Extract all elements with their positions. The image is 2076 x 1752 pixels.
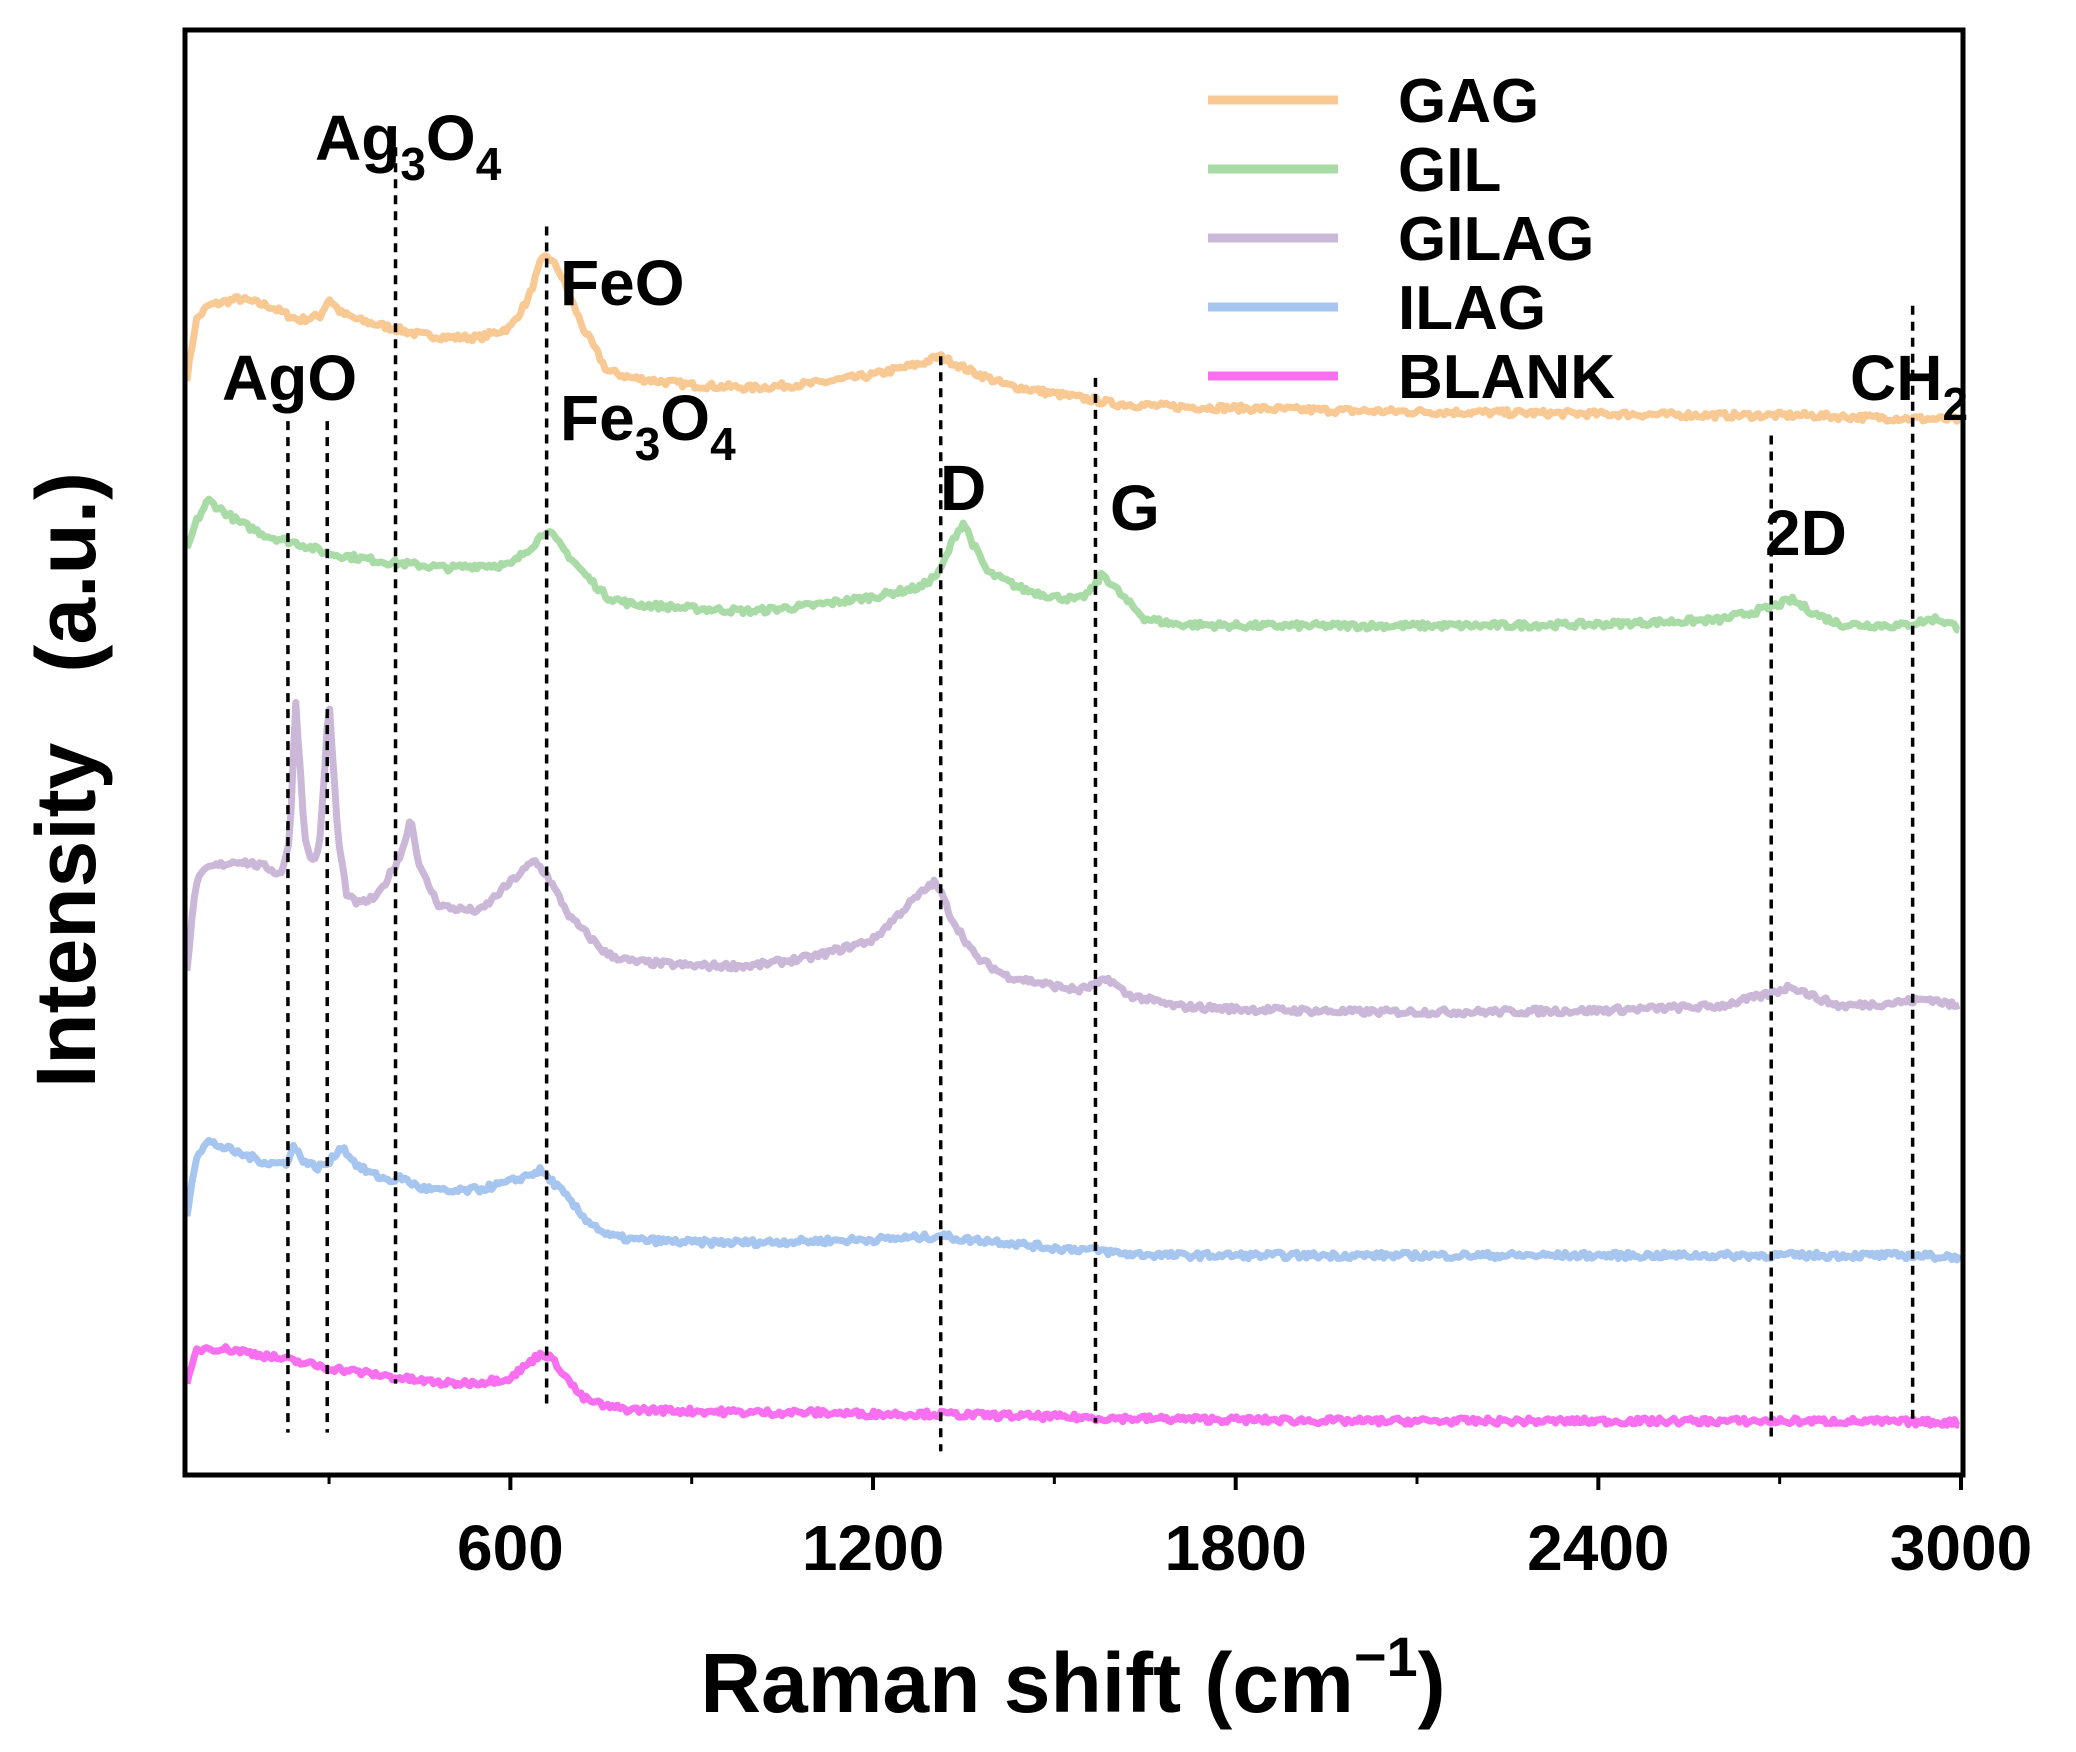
annotation-2d-label: 2D xyxy=(1765,497,1847,569)
legend-label-gil: GIL xyxy=(1398,136,1501,205)
plot-frame xyxy=(182,27,1966,1478)
legend-label-blank: BLANK xyxy=(1398,343,1615,412)
x-axis-title: Raman shift (cm−1) xyxy=(700,1625,1445,1730)
x-tick-label: 600 xyxy=(457,1512,564,1584)
x-tick-label: 1800 xyxy=(1164,1512,1306,1584)
x-tick-label: 2400 xyxy=(1527,1512,1669,1584)
annotation-d-label: D xyxy=(940,452,986,524)
annotation-ago-label: AgO xyxy=(222,342,357,414)
series-layer xyxy=(183,252,1963,1429)
annotation-g-label: G xyxy=(1110,472,1160,544)
legend-label-gag: GAG xyxy=(1398,67,1539,136)
annotation-feo-label: FeO xyxy=(560,247,684,319)
series-line-gilag xyxy=(183,699,1961,1019)
series-line-ilag xyxy=(183,1136,1963,1264)
series-line-blank xyxy=(183,1343,1961,1429)
series-line-gil xyxy=(183,495,1961,634)
annotation-fe3o4-label: Fe3O4 xyxy=(560,382,736,470)
legend-label-gilag: GILAG xyxy=(1398,205,1594,274)
series-line-gag xyxy=(183,252,1963,425)
x-tick-label: 1200 xyxy=(802,1512,944,1584)
x-tick-label: 3000 xyxy=(1890,1512,2032,1584)
legend-label-ilag: ILAG xyxy=(1398,274,1546,343)
y-axis-title: Intensity (a.u.) xyxy=(19,472,113,1088)
annotation-ag3o4-label: Ag3O4 xyxy=(315,102,502,190)
x-axis: 600 1200 1800 2400 3000 xyxy=(327,1475,2032,1584)
